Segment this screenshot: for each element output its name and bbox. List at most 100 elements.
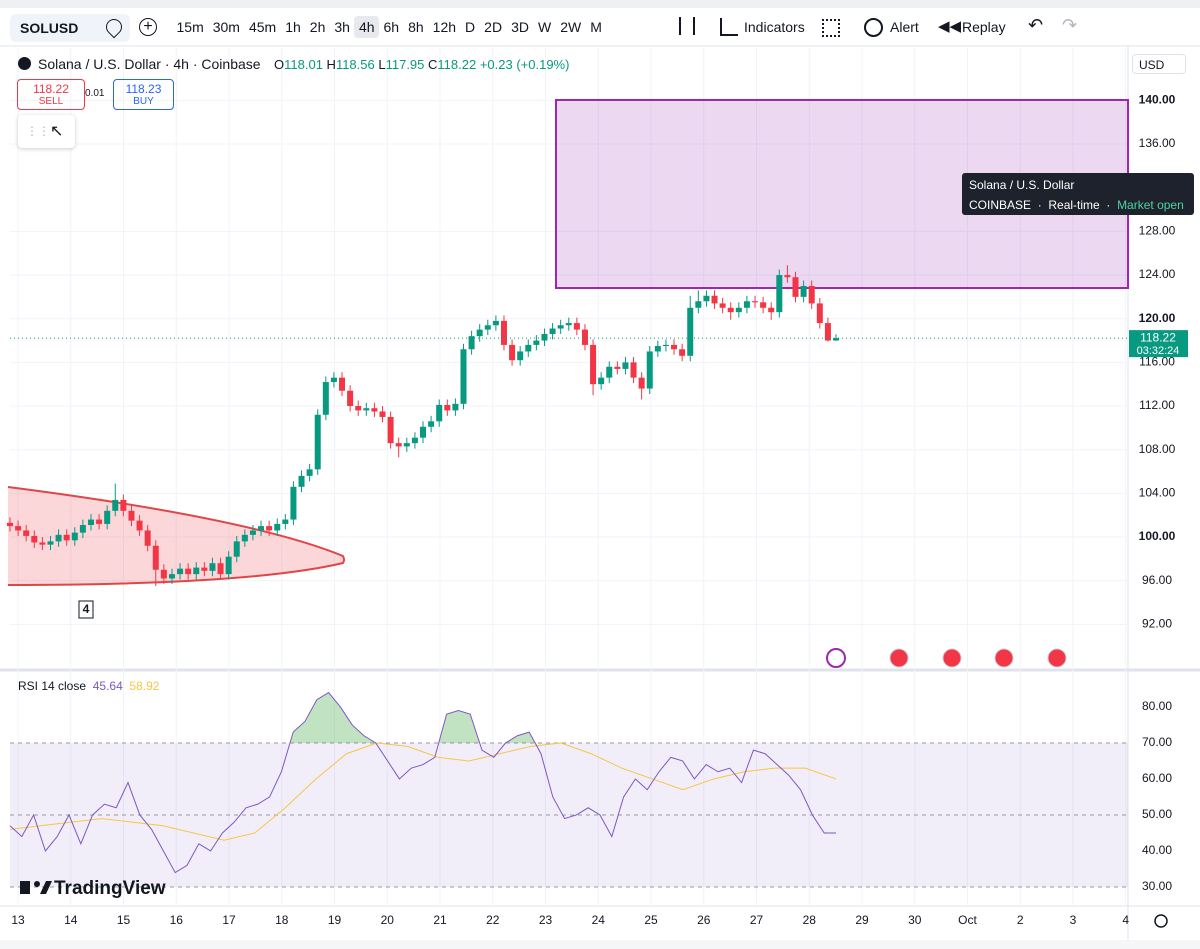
event-icons	[826, 648, 1067, 668]
pattern-label: 4	[83, 602, 90, 616]
candle-body	[654, 345, 661, 352]
candle-body	[420, 426, 426, 438]
candle-body	[177, 568, 184, 575]
interval[interactable]: M	[590, 19, 602, 35]
settings-icon[interactable]	[1154, 914, 1168, 928]
candle-body	[217, 563, 224, 575]
tab-strip	[0, 0, 1200, 8]
interval[interactable]: 8h	[408, 19, 424, 35]
candle-body	[266, 526, 273, 531]
interval[interactable]: W	[537, 19, 552, 35]
label: L	[378, 57, 386, 72]
interval[interactable]: 30m	[212, 19, 240, 35]
interval[interactable]: 1h	[285, 19, 301, 35]
sell-label[interactable]: SELL	[38, 96, 64, 107]
redo[interactable]: ↷	[1062, 15, 1078, 35]
candle-body	[23, 530, 30, 536]
symbol-box[interactable]	[10, 14, 130, 42]
x-tick-label: 20	[381, 913, 395, 927]
candle-body	[233, 541, 240, 557]
candle-body	[590, 344, 597, 385]
interval[interactable]: 4h	[354, 16, 380, 38]
candle-body	[282, 519, 289, 524]
rsi-ma-value: 58.92	[129, 679, 160, 693]
chart-type-icon[interactable]	[679, 17, 695, 35]
rsi-value: 45.64	[92, 679, 123, 693]
x-tick-label: 30	[908, 913, 922, 927]
candle-body	[387, 416, 394, 444]
interval[interactable]: 3D	[511, 19, 529, 35]
currency[interactable]: USD	[1132, 54, 1186, 74]
candle-body	[719, 303, 726, 308]
replay-button[interactable]: Replay	[962, 19, 1006, 35]
candle-body	[225, 556, 232, 575]
candle-body	[468, 336, 475, 350]
interval[interactable]: 2D	[484, 19, 503, 35]
undo[interactable]: ↶	[1028, 15, 1044, 35]
x-tick-label: 13	[11, 913, 25, 927]
candle-body	[824, 323, 831, 341]
change: +0.23 (+0.19%)	[479, 57, 570, 72]
y-tick-label: 116.00	[1139, 355, 1175, 369]
candle-body	[541, 333, 548, 341]
candle-body	[15, 526, 22, 531]
candle-body	[760, 302, 767, 308]
event-icon[interactable]	[1047, 648, 1067, 668]
candle-body	[646, 351, 653, 389]
candle-body	[525, 344, 532, 352]
candle-body	[185, 568, 192, 575]
interval[interactable]: 45m	[248, 19, 277, 35]
symbol-logo	[18, 57, 31, 70]
interval[interactable]: 6h	[383, 19, 400, 35]
cursor-tool[interactable]: ↖	[50, 123, 64, 140]
event-icon[interactable]	[889, 648, 909, 668]
add-symbol[interactable]: +	[139, 18, 157, 36]
replay-icon[interactable]: ◀◀	[938, 18, 962, 35]
sell-price[interactable]: 118.22	[33, 82, 69, 96]
x-tick-label: 4	[1122, 913, 1129, 927]
sell-button[interactable]: 118.22 SELL	[17, 79, 85, 110]
candle-body	[598, 377, 605, 385]
candle-body	[484, 325, 491, 330]
candle-body	[606, 366, 613, 378]
alert-icon[interactable]	[864, 18, 883, 37]
candle-body	[120, 499, 127, 511]
interval[interactable]: 2W	[560, 19, 582, 35]
x-tick-label: 26	[697, 913, 711, 927]
interval[interactable]: 15m	[176, 19, 204, 35]
tooltip-title: Solana / U.S. Dollar	[969, 178, 1075, 192]
buy-button[interactable]: 118.23 BUY	[113, 79, 174, 110]
alert-button[interactable]: Alert	[890, 19, 919, 35]
drag-handle[interactable]: ⋮⋮	[26, 124, 50, 138]
event-icon[interactable]	[994, 648, 1014, 668]
interval[interactable]: D	[465, 19, 476, 35]
event-icon[interactable]	[826, 648, 846, 668]
candle-body	[784, 275, 791, 278]
interval[interactable]: 12h	[432, 19, 457, 35]
logo-mark	[34, 881, 40, 887]
legend-title: Solana / U.S. Dollar · 4h · Coinbase	[38, 56, 261, 72]
candle-body	[492, 320, 499, 326]
interval[interactable]: 2h	[309, 19, 326, 35]
symbol[interactable]: SOLUSD	[20, 20, 79, 36]
event-icon[interactable]	[942, 648, 962, 668]
value: 118.22	[437, 57, 477, 72]
buy-label[interactable]: BUY	[133, 96, 154, 107]
indicators-icon[interactable]	[720, 18, 738, 36]
rsi-tick-label: 60.00	[1142, 771, 1172, 785]
buy-price[interactable]: 118.23	[125, 82, 162, 96]
candle-body	[800, 285, 807, 297]
candle-body	[112, 499, 119, 511]
x-tick-label: Oct	[958, 913, 977, 927]
layout-icon[interactable]	[822, 19, 840, 37]
indicators-button[interactable]: Indicators	[744, 19, 805, 35]
candle-body	[768, 307, 775, 313]
x-tick-label: 27	[750, 913, 764, 927]
candle-body	[833, 338, 839, 341]
interval[interactable]: 3h	[334, 19, 350, 35]
candle-body	[7, 522, 13, 527]
candle-body	[743, 301, 750, 308]
candle-body	[411, 437, 418, 444]
candle-body	[249, 530, 256, 535]
